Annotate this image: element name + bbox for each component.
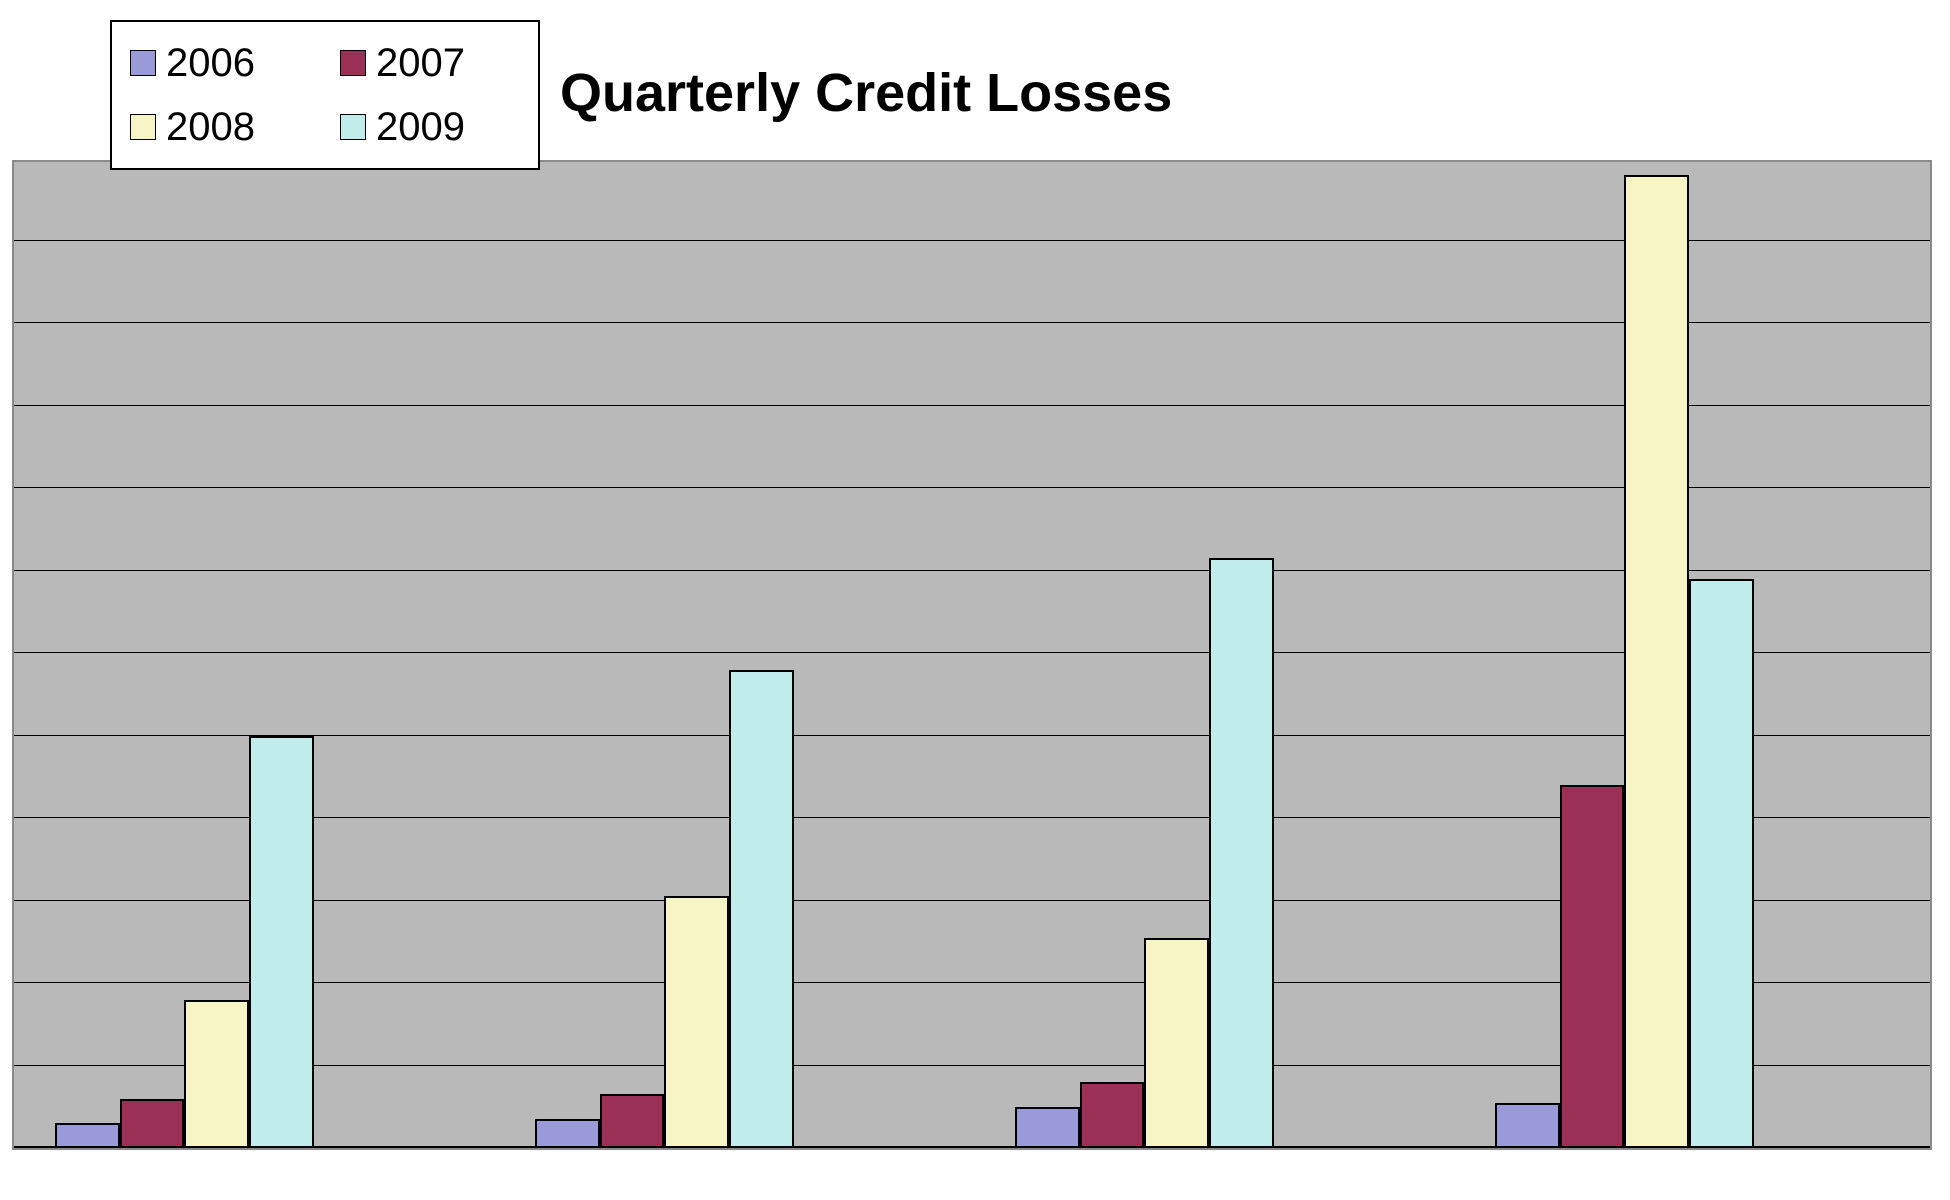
bar — [600, 1094, 665, 1148]
plot-area — [12, 160, 1932, 1150]
bar — [1144, 938, 1209, 1148]
bar — [729, 670, 794, 1149]
bar — [55, 1123, 120, 1148]
legend-label: 2006 — [166, 41, 255, 86]
legend-swatch-icon — [340, 114, 366, 140]
legend-swatch-icon — [130, 50, 156, 76]
bar — [1080, 1082, 1145, 1148]
legend-label: 2009 — [376, 105, 465, 150]
legend-swatch-icon — [340, 50, 366, 76]
bar — [249, 736, 314, 1149]
legend: 2006 2007 2008 2009 — [110, 20, 540, 170]
bar — [1560, 785, 1625, 1148]
legend-swatch-icon — [130, 114, 156, 140]
bar — [184, 1000, 249, 1149]
legend-item-2008: 2008 — [130, 104, 310, 150]
bar — [120, 1099, 185, 1149]
bar — [1624, 175, 1689, 1149]
legend-item-2006: 2006 — [130, 40, 310, 86]
bar — [1209, 558, 1274, 1148]
chart-title: Quarterly Credit Losses — [560, 62, 1172, 124]
legend-item-2007: 2007 — [340, 40, 520, 86]
legend-label: 2008 — [166, 105, 255, 150]
bar — [1015, 1107, 1080, 1148]
bar — [1689, 579, 1754, 1148]
bar — [664, 896, 729, 1148]
bar — [1495, 1103, 1560, 1148]
legend-item-2009: 2009 — [340, 104, 520, 150]
chart-wrapper: Quarterly Credit Losses 2006 2007 2008 2009 — [0, 0, 1950, 1200]
legend-label: 2007 — [376, 41, 465, 86]
bar — [535, 1119, 600, 1148]
